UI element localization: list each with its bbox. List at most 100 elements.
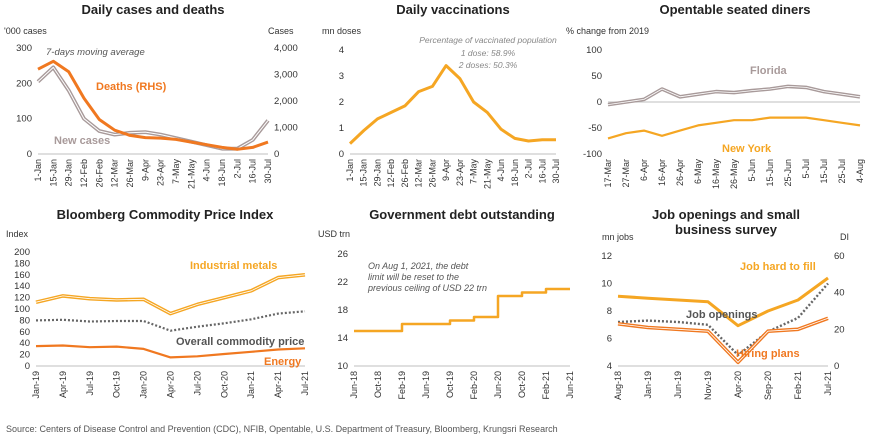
debt-xtick: Jun-18 xyxy=(349,371,359,399)
opentable-series-new-york xyxy=(607,116,861,140)
opentable-annotation: Florida xyxy=(750,65,788,77)
jobs-y2label: DI xyxy=(840,232,849,242)
commodity-ytick: 80 xyxy=(19,315,30,326)
vacc-annotation: 1 dose: 58.9% xyxy=(461,48,516,58)
jobs-ytick: 12 xyxy=(601,251,612,262)
jobs-ytick: 8 xyxy=(607,306,612,317)
commodity-ytick: 180 xyxy=(14,258,30,269)
debt-annotation: limit will be reset to the xyxy=(368,272,459,282)
vacc-xtick: 30-Jul xyxy=(551,159,561,184)
commodity-ytick: 0 xyxy=(25,361,30,372)
vacc-xtick: 7-May xyxy=(469,159,479,185)
commodity-ytick: 120 xyxy=(14,293,30,304)
vacc-ytick: 0 xyxy=(339,149,344,160)
jobs-xtick: Jul-21 xyxy=(823,371,833,396)
vacc-series-main xyxy=(348,64,556,145)
cases-xtick: 7-May xyxy=(171,159,181,185)
commodity-ytick: 200 xyxy=(14,247,30,258)
debt-ytick: 22 xyxy=(337,277,348,288)
commodity-series-industrial-metals-outline xyxy=(35,273,306,316)
cases-y2tick: 4,000 xyxy=(274,43,298,54)
jobs-xtick: Nov-19 xyxy=(703,371,713,400)
cases-series-deaths-rhs xyxy=(37,59,269,151)
opentable-ytick: 50 xyxy=(591,71,602,82)
jobs-xtick: Feb-21 xyxy=(793,371,803,400)
vacc-xtick: 9-Apr xyxy=(441,159,451,181)
cases-annotation: New cases xyxy=(54,135,110,147)
opentable-xtick: 16-May xyxy=(711,159,721,190)
vacc-ylabel: mn doses xyxy=(322,26,362,36)
cases-xtick: 26-Feb xyxy=(94,159,104,188)
cases-xtick: 18-Jun xyxy=(217,159,227,187)
vacc-xtick: 18-Jun xyxy=(510,159,520,187)
cases-annotation: Deaths (RHS) xyxy=(96,81,167,93)
jobs-ytick: 10 xyxy=(601,279,612,290)
vacc-ytick: 4 xyxy=(339,45,344,56)
debt-annotation: On Aug 1, 2021, the debt xyxy=(368,261,469,271)
vacc-xtick: 16-Jul xyxy=(537,159,547,184)
jobs-title: Job openings and small xyxy=(652,207,800,222)
vacc-xtick: 12-Mar xyxy=(414,159,424,188)
vacc-xtick: 2-Jul xyxy=(524,159,534,179)
vacc-xtick: 1-Jan xyxy=(345,159,355,182)
cases-y2tick: 3,000 xyxy=(274,70,298,81)
commodity-xtick: Apr-19 xyxy=(58,371,68,398)
jobs-ytick: 4 xyxy=(607,361,612,372)
opentable-xtick: 15-Jun xyxy=(765,159,775,187)
jobs-xtick: Sep-20 xyxy=(763,371,773,400)
commodity-xtick: Jan-19 xyxy=(31,371,41,399)
jobs-annotation: Job hard to fill xyxy=(740,261,816,273)
commodity-xtick: Oct-19 xyxy=(112,371,122,398)
vacc-annotation: Percentage of vaccinated population xyxy=(419,35,557,45)
debt-xtick: Oct-19 xyxy=(445,371,455,398)
vacc-xtick: 23-Apr xyxy=(455,159,465,186)
cases-xtick: 4-Jun xyxy=(202,159,212,182)
cases-y2tick: 2,000 xyxy=(274,96,298,107)
vacc-xtick: 4-Jun xyxy=(496,159,506,182)
cases-xtick: 29-Jan xyxy=(64,159,74,187)
jobs-y2tick: 60 xyxy=(834,251,845,262)
cases-xtick: 15-Jan xyxy=(48,159,58,187)
cases-ytick: 300 xyxy=(16,43,32,54)
opentable-ytick: -50 xyxy=(588,123,602,134)
jobs-series-job-hard-to-fill xyxy=(617,276,829,328)
opentable-title: Opentable seated diners xyxy=(660,2,811,17)
commodity-ytick: 100 xyxy=(14,304,30,315)
opentable-series-florida-inner xyxy=(607,86,861,105)
commodity-xtick: Apr-21 xyxy=(273,371,283,398)
cases-y2tick: 0 xyxy=(274,149,279,160)
debt-xtick: Feb-21 xyxy=(541,371,551,400)
opentable-xtick: 17-Mar xyxy=(603,159,613,188)
debt-series-main xyxy=(354,287,570,333)
opentable-annotation: New York xyxy=(722,143,772,155)
cases-xtick: 2-Jul xyxy=(232,159,242,179)
opentable-xtick: 5-Jun xyxy=(747,159,757,182)
jobs-title-line2: business survey xyxy=(675,222,778,237)
debt-ytick: 14 xyxy=(337,333,348,344)
commodity-title: Bloomberg Commodity Price Index xyxy=(57,207,274,222)
debt-annotation: previous ceiling of USD 22 trn xyxy=(367,283,487,293)
cases-xtick: 12-Mar xyxy=(110,159,120,188)
debt-xtick: Oct-20 xyxy=(517,371,527,398)
vacc-ytick: 3 xyxy=(339,71,344,82)
commodity-ytick: 20 xyxy=(19,350,30,361)
vacc-xtick: 29-Jan xyxy=(372,159,382,187)
commodity-ytick: 40 xyxy=(19,338,30,349)
jobs-xtick: Aug-18 xyxy=(613,371,623,400)
opentable-ylabel: % change from 2019 xyxy=(566,26,649,36)
cases-xtick: 12-Feb xyxy=(79,159,89,188)
commodity-ytick: 140 xyxy=(14,281,30,292)
debt-ytick: 18 xyxy=(337,305,348,316)
commodity-xtick: Jan-20 xyxy=(139,371,149,399)
commodity-ytick: 160 xyxy=(14,270,30,281)
jobs-ylabel: mn jobs xyxy=(602,232,634,242)
vacc-xtick: 21-May xyxy=(482,159,492,190)
opentable-ytick: 0 xyxy=(597,97,602,108)
debt-xtick: Jun-20 xyxy=(493,371,503,399)
jobs-y2tick: 40 xyxy=(834,288,845,299)
cases-ytick: 100 xyxy=(16,114,32,125)
opentable-ytick: 100 xyxy=(586,45,602,56)
opentable-xtick: 26-May xyxy=(729,159,739,190)
vacc-annotation: 2 doses: 50.3% xyxy=(458,60,518,70)
